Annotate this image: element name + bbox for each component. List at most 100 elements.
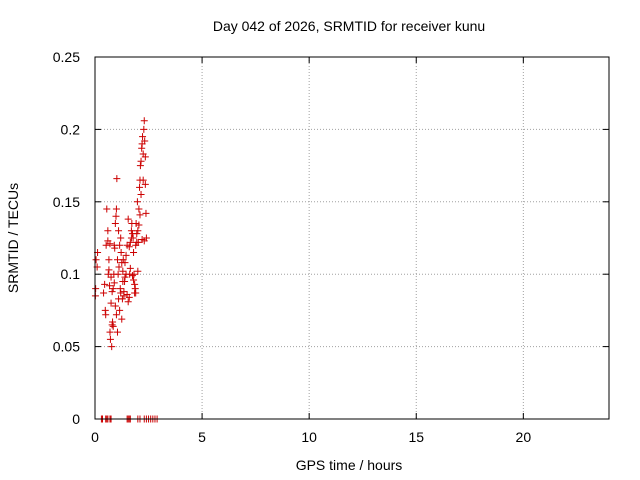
data-point (126, 264, 134, 272)
data-point (106, 240, 114, 248)
x-tick-label: 10 (301, 429, 317, 445)
data-point (124, 298, 132, 306)
data-point (127, 227, 135, 235)
data-point (113, 175, 121, 183)
data-point (134, 267, 142, 275)
data-point (135, 221, 143, 229)
data-point (106, 328, 114, 336)
data-point (136, 183, 144, 191)
data-point (117, 248, 125, 256)
data-point (124, 215, 132, 223)
y-tick-label: 0.05 (53, 339, 80, 355)
y-tick-label: 0.15 (53, 194, 80, 210)
data-point (104, 227, 112, 235)
data-point (133, 198, 141, 206)
data-points (91, 117, 161, 423)
data-point (111, 302, 119, 310)
x-tick-label: 0 (91, 429, 99, 445)
grid (95, 57, 609, 419)
data-point (109, 318, 117, 326)
data-point (100, 289, 108, 297)
x-tick-label: 20 (516, 429, 532, 445)
data-point (110, 279, 118, 287)
data-point (102, 311, 110, 319)
data-point (111, 244, 119, 252)
data-point (92, 256, 100, 264)
y-tick-label: 0 (72, 411, 80, 427)
data-point (140, 237, 148, 245)
data-point (141, 137, 149, 145)
data-point (134, 227, 142, 235)
data-point (131, 280, 139, 288)
data-point (133, 230, 141, 238)
y-tick-label: 0.25 (53, 49, 80, 65)
x-tick-label: 15 (408, 429, 424, 445)
data-point (119, 277, 127, 285)
data-point (116, 241, 124, 249)
data-point (106, 335, 114, 343)
plot-frame (94, 56, 610, 420)
data-point (131, 289, 139, 297)
data-point (112, 212, 120, 220)
data-point (111, 220, 119, 228)
data-point (121, 259, 129, 267)
data-point (112, 311, 120, 319)
data-point (140, 125, 148, 133)
data-point (130, 276, 138, 284)
data-point (133, 238, 141, 246)
data-point (119, 267, 127, 275)
data-point (142, 209, 150, 217)
data-point (126, 238, 134, 246)
data-point (109, 285, 117, 293)
y-tick-label: 0.2 (61, 121, 81, 137)
data-point (125, 243, 133, 251)
data-point (103, 205, 111, 213)
x-axis-label: GPS time / hours (296, 457, 403, 473)
x-tick-label: 5 (198, 429, 206, 445)
data-point (109, 322, 117, 330)
ticks: 0 0.05 0.1 0.15 0.2 0.25 0 5 10 15 20 (53, 49, 609, 445)
data-point (115, 227, 123, 235)
y-tick-label: 0.1 (61, 266, 81, 282)
data-point (135, 205, 143, 213)
data-point (137, 157, 145, 165)
data-point (116, 306, 124, 314)
data-point (107, 273, 115, 281)
data-point (114, 270, 122, 278)
data-point (130, 248, 138, 256)
data-point (136, 211, 144, 219)
chart-title: Day 042 of 2026, SRMTID for receiver kun… (213, 18, 485, 34)
data-point (123, 290, 131, 298)
data-point (92, 285, 100, 293)
data-point (121, 273, 129, 281)
data-point (127, 234, 135, 242)
data-point (108, 343, 116, 351)
data-point (119, 256, 127, 264)
data-point (139, 176, 147, 184)
data-point (139, 133, 147, 141)
data-point (117, 289, 125, 297)
data-point (115, 295, 123, 303)
data-point (113, 328, 121, 336)
data-point (141, 180, 149, 188)
data-point (120, 288, 128, 296)
y-axis-label: SRMTID / TECUs (5, 183, 21, 293)
data-point (106, 282, 114, 290)
data-point (102, 241, 110, 249)
data-point (128, 272, 136, 280)
data-point (122, 251, 130, 259)
data-point (118, 315, 126, 323)
data-point (101, 280, 109, 288)
data-point (141, 153, 149, 161)
data-point (112, 205, 120, 213)
data-point (107, 299, 115, 307)
data-point (137, 191, 145, 199)
data-point (105, 266, 113, 274)
data-point (108, 288, 116, 296)
data-point (136, 162, 144, 170)
data-point (105, 256, 113, 264)
data-point (115, 263, 123, 271)
data-point (117, 234, 125, 242)
data-point (140, 117, 148, 125)
